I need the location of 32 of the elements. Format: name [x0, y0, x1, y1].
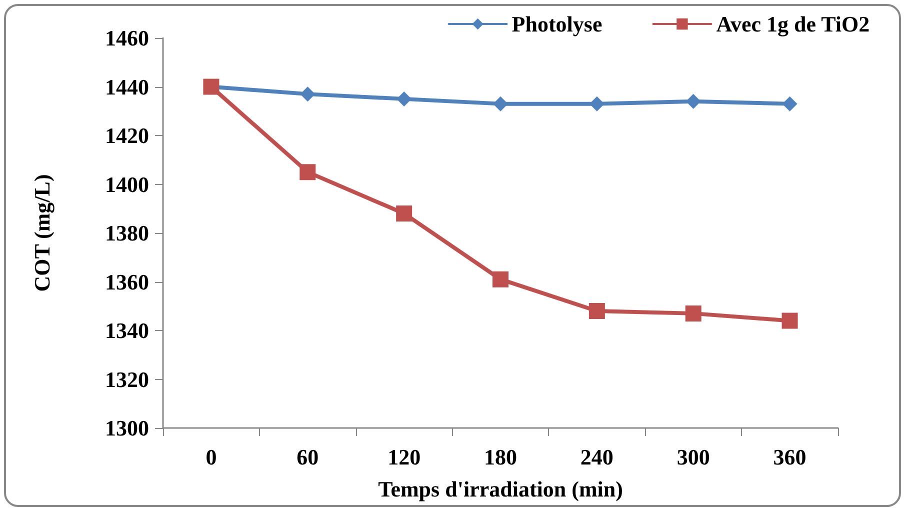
x-tick-label: 300 — [676, 444, 710, 470]
x-tick-label: 0 — [206, 444, 217, 470]
x-tick-label: 120 — [388, 444, 421, 470]
y-tick-label: 1420 — [105, 123, 149, 148]
point — [396, 91, 412, 106]
point — [589, 96, 604, 112]
y-tick-label: 1300 — [105, 416, 149, 440]
y-tick-label: 1340 — [105, 318, 149, 343]
point — [493, 96, 508, 112]
x-tick-label: 360 — [773, 444, 806, 470]
legend-label: Photolyse — [512, 12, 602, 36]
point — [782, 312, 798, 329]
y-tick-label: 1460 — [105, 26, 149, 50]
legend-label: Avec 1g de TiO2 — [716, 12, 870, 36]
point — [492, 271, 508, 288]
point — [686, 94, 701, 109]
x-tick-label: 60 — [296, 444, 319, 470]
y-tick-label: 1320 — [105, 366, 149, 392]
y-tick-label: 1380 — [105, 220, 149, 246]
point — [685, 305, 702, 322]
x-tick-label: 240 — [580, 444, 614, 470]
point — [300, 86, 316, 102]
point — [782, 96, 798, 112]
point — [588, 303, 605, 319]
y-tick-label: 1440 — [105, 74, 149, 100]
point — [396, 206, 412, 222]
y-axis-title: COT (mg/L) — [30, 174, 54, 292]
point — [300, 164, 316, 180]
x-tick-label: 180 — [484, 444, 517, 470]
y-tick-label: 1400 — [105, 172, 149, 197]
y-tick-label: 1360 — [105, 269, 149, 294]
x-axis-title: Temps d'irradiation (min) — [378, 476, 623, 502]
